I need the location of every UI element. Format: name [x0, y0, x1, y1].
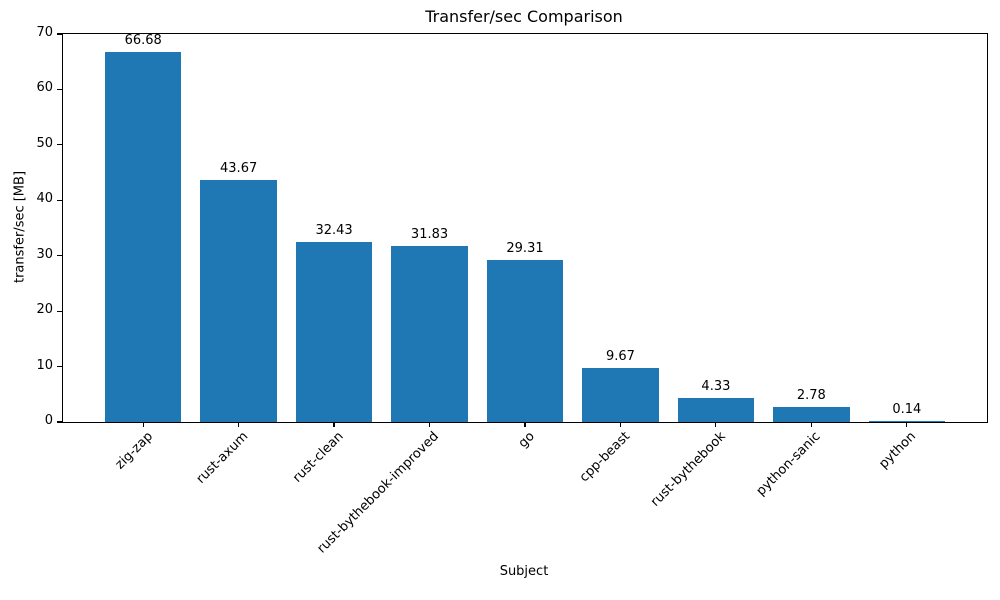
x-tick-label: rust-axum [193, 429, 252, 487]
bar-value-label: 32.43 [315, 223, 353, 239]
bar [582, 368, 659, 422]
bar-value-label: 43.67 [220, 160, 258, 176]
x-tick-mark [238, 422, 240, 427]
bar [868, 421, 945, 422]
y-tick-mark [56, 88, 62, 91]
x-tick-mark [524, 422, 526, 427]
y-axis-label: transfer/sec [MB] [12, 170, 28, 284]
x-axis-label: Subject [499, 564, 549, 579]
y-tick-mark [56, 33, 62, 35]
x-tick-mark [619, 422, 622, 427]
x-tick-label: python [876, 429, 920, 472]
x-tick-mark [333, 422, 335, 427]
bar-value-label: 29.31 [506, 240, 544, 256]
bar-value-label: 2.78 [796, 387, 826, 403]
bar-value-label: 31.83 [410, 226, 449, 242]
bar-value-label: 0.14 [892, 402, 922, 418]
x-tick-mark [428, 422, 431, 427]
x-tick-mark [715, 422, 717, 427]
x-tick-mark [810, 422, 812, 427]
y-tick-label: 70 [36, 25, 53, 40]
x-tick-label: rust-clean [290, 429, 347, 486]
bar [200, 179, 277, 422]
bar [773, 406, 850, 422]
bar-value-label: 9.67 [605, 349, 635, 365]
bar [677, 398, 755, 422]
y-tick-label: 20 [36, 302, 53, 318]
y-tick-label: 0 [44, 413, 53, 428]
y-tick-mark [56, 144, 62, 146]
y-tick-mark [56, 365, 62, 368]
y-tick-label: 40 [36, 191, 53, 207]
x-tick-mark [142, 422, 144, 427]
chart-title: Transfer/sec Comparison [425, 7, 623, 26]
x-tick-mark [906, 422, 908, 427]
plot-area: 66.68 zig-zap 43.67 rust-axum 32.43 rust-clea… [56, 33, 988, 556]
bar-value-label: 4.33 [701, 379, 731, 394]
y-tick-label: 50 [36, 135, 53, 151]
x-tick-label: python-sanic [754, 429, 824, 499]
y-tick-mark [56, 255, 62, 257]
x-tick-label: go [515, 429, 538, 452]
y-tick-mark [56, 421, 62, 423]
x-tick-label: zig-zap [112, 429, 156, 473]
y-tick-mark [56, 310, 62, 312]
y-tick-label: 60 [36, 80, 53, 96]
bar [391, 245, 468, 422]
y-tick-label: 10 [36, 357, 53, 373]
bar [295, 242, 373, 422]
y-tick-label: 30 [36, 246, 53, 262]
y-tick-mark [56, 199, 62, 201]
bar [486, 259, 564, 422]
x-tick-label: rust-bythebook [647, 429, 729, 510]
x-tick-label: cpp-beast [576, 429, 634, 486]
bar [105, 52, 182, 422]
bar-value-label: 66.68 [124, 33, 162, 49]
